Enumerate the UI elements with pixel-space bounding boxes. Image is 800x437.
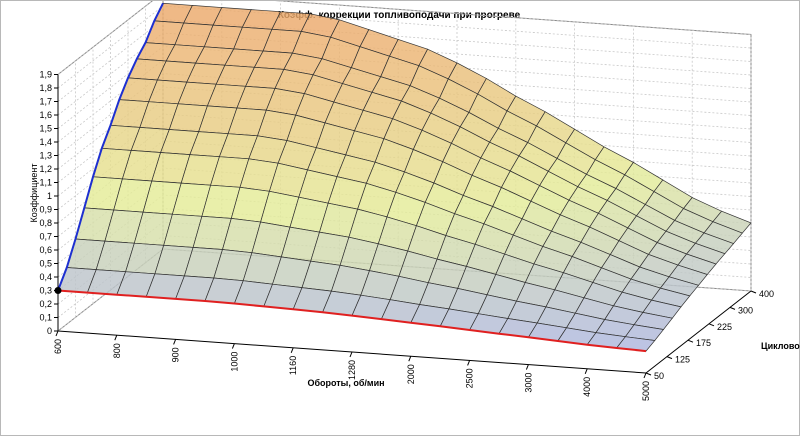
y-tick-label: 0,5 <box>39 259 52 269</box>
front-edge-line <box>57 289 647 353</box>
x-tick-label: 5000 <box>641 381 651 401</box>
y-tick-label: 1,4 <box>39 137 52 147</box>
x-tick <box>231 343 235 349</box>
x-tick-label: 1160 <box>288 356 298 375</box>
z-tick-label: 125 <box>675 355 690 365</box>
y-tick-label: 0,1 <box>39 313 52 323</box>
z-tick <box>729 306 736 310</box>
x-tick <box>114 335 118 341</box>
z-tick-label: 175 <box>696 338 711 348</box>
z-axis-label: Цикловое наполн <box>761 341 800 351</box>
x-tick-label: 3000 <box>523 373 533 393</box>
y-tick-label: 0 <box>47 326 52 336</box>
y-tick-label: 0,2 <box>39 299 52 309</box>
x-tick <box>525 364 529 370</box>
x-tick <box>643 372 647 379</box>
surface-mesh <box>54 2 752 353</box>
x-tick <box>349 351 353 358</box>
y-tick-label: 1,3 <box>39 151 52 161</box>
x-tick-label: 1280 <box>347 360 357 380</box>
y-tick-label: 1,1 <box>39 178 52 188</box>
y-tick-label: 0,7 <box>39 232 52 242</box>
y-tick-label: 1,7 <box>39 97 52 107</box>
y-tick-label: 0,6 <box>39 245 52 255</box>
x-tick-label: 2500 <box>465 368 475 388</box>
x-tick <box>173 339 177 345</box>
x-tick <box>290 347 294 353</box>
z-tick <box>708 323 715 327</box>
y-tick-label: 1,9 <box>39 70 52 80</box>
y-tick-label: 1,5 <box>39 124 52 134</box>
z-tick <box>750 290 757 294</box>
x-tick <box>584 368 588 374</box>
x-tick-label: 1000 <box>229 352 239 372</box>
z-tick-label: 400 <box>759 289 774 299</box>
chart-title: Коэфф. коррекции топливоподачи при прогр… <box>278 9 521 21</box>
y-tick-label: 1 <box>47 191 52 201</box>
z-axis-line <box>645 290 752 374</box>
z-tick-label: 225 <box>717 322 732 332</box>
y-tick-label: 0,3 <box>39 286 52 296</box>
x-tick-label: 4000 <box>582 377 592 397</box>
y-tick-label: 0,4 <box>39 272 52 282</box>
z-tick <box>687 339 694 343</box>
y-tick-label: 1,2 <box>39 164 52 174</box>
y-tick-label: 0,8 <box>39 218 52 228</box>
y-tick-label: 1,8 <box>39 83 52 93</box>
x-tick-label: 900 <box>171 347 181 362</box>
z-tick-label: 300 <box>738 305 753 315</box>
x-tick <box>467 360 471 366</box>
x-tick <box>408 356 412 362</box>
x-axis-label: Обороты, об/мин <box>307 378 384 388</box>
y-tick-label: 0,9 <box>39 205 52 215</box>
axes: 0 0,1 0,2 0,3 0,4 0,5 0,6 0,7 0,8 0,9 1 1,1 1,2 1,3 1,… <box>39 70 774 402</box>
x-tick-label: 600 <box>53 339 63 354</box>
z-tick-label: 50 <box>654 371 664 381</box>
y-tick-label: 1,6 <box>39 110 52 120</box>
left-edge-line <box>57 2 164 291</box>
x-tick-label: 800 <box>112 343 122 358</box>
y-axis-label: Коэффициент <box>29 164 39 223</box>
z-tick <box>645 372 652 376</box>
z-tick <box>666 356 673 360</box>
x-tick <box>55 330 59 337</box>
x-tick-label: 2000 <box>406 364 416 384</box>
